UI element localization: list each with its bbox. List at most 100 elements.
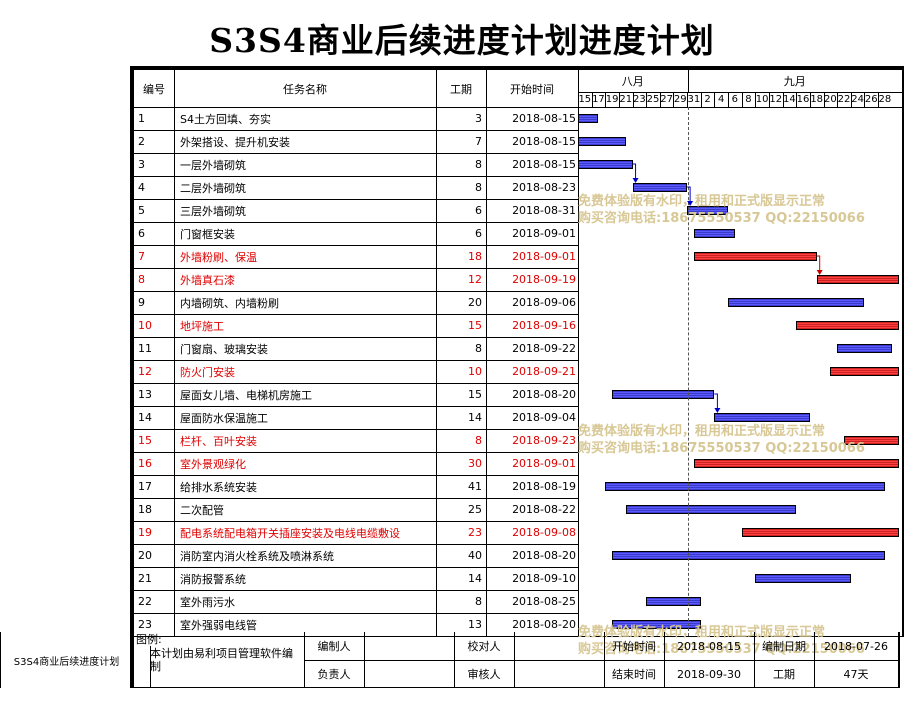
table-row: 21 消防报警系统 14 2018-09-10	[134, 567, 902, 590]
gantt-bar[interactable]	[605, 482, 885, 491]
gantt-bar[interactable]	[728, 298, 865, 307]
watermark-line: 免费体验版有水印，租用和正式版显示正常	[578, 194, 826, 209]
task-duration: 6	[475, 204, 482, 217]
task-id: 20	[138, 549, 152, 562]
day-divider	[796, 92, 798, 107]
start-value: 2018-08-15	[677, 639, 741, 653]
task-name: 室外景观绿化	[180, 457, 246, 471]
day-header: 29	[673, 94, 687, 105]
task-start: 2018-08-25	[512, 595, 576, 608]
task-duration: 12	[468, 273, 482, 286]
gantt-bar[interactable]	[632, 183, 688, 192]
task-id: 11	[138, 342, 152, 355]
task-name: 栏杆、百叶安装	[180, 434, 257, 448]
task-id: 18	[138, 503, 152, 516]
gantt-bar[interactable]	[755, 574, 851, 583]
day-header: 6	[731, 94, 739, 105]
task-start: 2018-08-19	[512, 480, 576, 493]
watermark-line: 购买咨询电话:18675550537 QQ:22150066	[578, 441, 865, 456]
table-row: 13 屋面女儿墙、电梯机房施工 15 2018-08-20	[134, 383, 902, 406]
task-name: 内墙砌筑、内墙粉刷	[180, 296, 279, 310]
day-divider	[687, 92, 689, 107]
day-header: 31	[687, 94, 701, 105]
gantt-bar[interactable]	[646, 597, 701, 606]
gantt-bar[interactable]	[578, 137, 626, 146]
gantt-bar[interactable]	[741, 528, 899, 537]
day-divider	[837, 92, 839, 107]
software-note: 本计划由易利项目管理软件编制	[150, 647, 293, 673]
day-divider	[673, 92, 675, 107]
gantt-bar[interactable]	[612, 551, 885, 560]
task-start: 2018-08-20	[512, 618, 576, 631]
row-divider	[134, 521, 578, 522]
table-row: 17 给排水系统安装 41 2018-08-19	[134, 475, 902, 498]
gantt-bar[interactable]	[578, 114, 599, 123]
day-divider	[714, 92, 716, 107]
table-row: 10 地坪施工 15 2018-09-16	[134, 314, 902, 337]
date-label: 编制日期	[762, 640, 806, 653]
table-row: 15 栏杆、百叶安装 8 2018-09-23	[134, 429, 902, 452]
month-header: 九月	[783, 75, 806, 88]
table-row: 9 内墙砌筑、内墙粉刷 20 2018-09-06	[134, 291, 902, 314]
gantt-bar[interactable]	[625, 505, 797, 514]
row-divider	[134, 314, 578, 315]
row-divider	[134, 383, 578, 384]
row-divider	[134, 130, 578, 131]
gantt-bar[interactable]	[578, 160, 633, 169]
task-duration: 30	[468, 457, 482, 470]
watermark: 免费体验版有水印，租用和正式版显示正常 购买咨询电话:18675550537 QQ…	[578, 423, 865, 457]
day-header: 25	[646, 94, 660, 105]
gantt-bar[interactable]	[693, 459, 899, 468]
end-label: 结束时间	[612, 668, 656, 681]
task-duration: 15	[468, 319, 482, 332]
table-row: 6 门窗框安装 6 2018-09-01	[134, 222, 902, 245]
gantt-bar[interactable]	[612, 390, 715, 399]
gantt-bar[interactable]	[843, 436, 899, 445]
month-row-divider	[578, 92, 902, 93]
row-divider	[134, 567, 578, 568]
row-divider	[134, 245, 578, 246]
day-header: 21	[619, 94, 633, 105]
table-row: 19 配电系统配电箱开关插座安装及电线电缆敷设 23 2018-09-08	[134, 521, 902, 544]
day-header: 28	[878, 94, 892, 105]
day-divider	[741, 92, 743, 107]
table-row: 7 外墙粉刷、保温 18 2018-09-01	[134, 245, 902, 268]
end-value: 2018-09-30	[677, 667, 741, 681]
checker-label: 校对人	[467, 640, 501, 653]
day-header: 18	[810, 94, 824, 105]
day-header: 23	[632, 94, 646, 105]
day-header: 12	[769, 94, 783, 105]
day-header: 19	[605, 94, 619, 105]
gantt-bar[interactable]	[796, 321, 899, 330]
task-duration: 8	[475, 158, 482, 171]
day-divider	[728, 92, 730, 107]
task-id: 15	[138, 434, 152, 447]
task-id: 23	[138, 618, 152, 631]
task-id: 3	[138, 158, 145, 171]
gantt-bar[interactable]	[837, 344, 892, 353]
gantt-bar[interactable]	[830, 367, 899, 376]
task-duration: 8	[475, 434, 482, 447]
task-duration: 41	[468, 480, 482, 493]
table-row: 8 外墙真石漆 12 2018-09-19	[134, 268, 902, 291]
task-duration: 8	[475, 181, 482, 194]
gantt-bar[interactable]	[693, 229, 735, 238]
task-start: 2018-09-10	[512, 572, 576, 585]
day-header: 17	[592, 94, 605, 105]
page-title: S3S4商业后续进度计划进度计划	[209, 21, 715, 60]
watermark-line: 购买咨询电话:18675550537 QQ:22150066	[578, 211, 865, 226]
task-start: 2018-09-21	[512, 365, 576, 378]
row-divider	[134, 406, 578, 407]
gantt-bar[interactable]	[714, 413, 810, 422]
day-divider	[659, 92, 661, 107]
table-row: 20 消防室内消火栓系统及喷淋系统 40 2018-08-20	[134, 544, 902, 567]
gantt-bar[interactable]	[687, 206, 729, 215]
gantt-bar[interactable]	[693, 252, 817, 261]
task-id: 9	[138, 296, 145, 309]
day-header: 27	[660, 94, 673, 105]
gantt-bar[interactable]	[612, 620, 701, 629]
task-duration: 6	[475, 227, 482, 240]
task-id: 10	[138, 319, 152, 332]
day-divider	[605, 92, 607, 107]
gantt-bar[interactable]	[816, 275, 899, 284]
